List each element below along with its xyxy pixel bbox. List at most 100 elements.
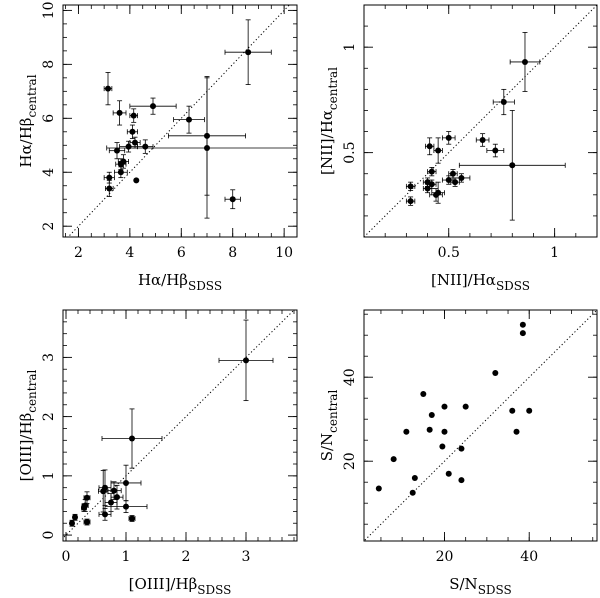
data-point (72, 513, 78, 521)
data-point (486, 143, 505, 158)
marker (513, 428, 520, 435)
marker (458, 174, 465, 181)
data-point (458, 445, 465, 452)
data-point (509, 32, 541, 92)
data-point (129, 108, 138, 123)
x-tick-label: 10 (275, 245, 293, 261)
y-tick-label: 0 (41, 531, 57, 540)
data-point (433, 137, 443, 164)
plot-frame (62, 4, 298, 238)
marker (411, 475, 418, 481)
marker (150, 103, 156, 110)
marker (407, 183, 414, 190)
data-point (126, 124, 138, 139)
marker (106, 185, 113, 192)
marker (123, 503, 129, 510)
data-point (519, 330, 526, 337)
marker (100, 488, 107, 495)
x-axis-label: S/NSDSS (449, 575, 512, 597)
data-point (411, 475, 418, 481)
y-tick-label: 4 (41, 168, 57, 177)
panel-nii-halpha: 0.5 1 0.5 1 [NII]/HαSDSS [NII]/Hαcentral (318, 4, 598, 293)
data-point (448, 169, 458, 179)
one-to-one-line (364, 310, 597, 541)
marker (439, 443, 446, 450)
one-to-one-line (364, 5, 597, 237)
marker (125, 143, 132, 150)
data-point (81, 503, 87, 512)
marker (407, 198, 414, 205)
y-tick-label: 8 (41, 60, 57, 69)
data-point (450, 177, 460, 187)
data-point (441, 131, 456, 145)
marker (509, 407, 516, 414)
x-axis-label: Hα/HβSDSS (138, 271, 222, 293)
x-axis-label: [OIII]/HβSDSS (129, 575, 232, 597)
marker (390, 456, 397, 463)
marker (114, 494, 120, 501)
marker (117, 169, 124, 176)
y-axis-label: [OIII]/Hβcentral (17, 369, 39, 481)
data-point (526, 407, 533, 414)
marker (492, 370, 499, 376)
marker (458, 477, 465, 484)
data-point (409, 489, 416, 496)
marker (479, 136, 486, 143)
marker (245, 49, 252, 56)
data-point (403, 428, 410, 435)
data-point (519, 321, 526, 328)
data-point (492, 370, 499, 376)
marker (123, 479, 129, 486)
data-point (128, 515, 136, 522)
data-point (445, 470, 452, 477)
data-point (129, 97, 177, 115)
data-point (112, 100, 127, 126)
data-point (106, 77, 297, 219)
marker (106, 174, 113, 181)
marker (133, 177, 140, 184)
x-tick-label: 40 (520, 549, 538, 565)
marker (519, 330, 526, 337)
marker (129, 435, 135, 442)
marker (420, 391, 427, 397)
plot-frame (363, 309, 598, 542)
marker (72, 514, 78, 521)
x-tick-label: 3 (242, 549, 251, 565)
marker (81, 504, 87, 511)
marker (130, 112, 137, 119)
data-point (458, 477, 465, 484)
data-point (509, 407, 516, 414)
x-tick-label: 20 (436, 549, 454, 565)
data-point (428, 412, 435, 418)
data-point (426, 426, 433, 433)
data-point (83, 518, 91, 526)
marker (243, 357, 249, 364)
marker (111, 487, 117, 494)
data-point (429, 188, 443, 202)
marker (435, 147, 442, 154)
data-point (452, 173, 471, 183)
y-tick-label: 20 (342, 452, 358, 470)
marker (69, 520, 75, 527)
marker (462, 403, 469, 410)
data-point (105, 179, 114, 197)
data-point (103, 171, 115, 184)
y-tick-label: 6 (41, 114, 57, 123)
data-point (492, 88, 515, 116)
data-point (224, 189, 241, 210)
x-tick-label: 1 (550, 245, 559, 261)
data-point (133, 177, 140, 184)
y-tick-label: 1 (41, 471, 57, 480)
marker (509, 162, 516, 169)
marker (500, 99, 507, 106)
data-point (441, 403, 448, 410)
marker (428, 181, 435, 188)
data-point (106, 481, 122, 500)
data-point (462, 403, 469, 410)
data-point (101, 408, 163, 469)
marker (129, 515, 135, 522)
data-point (104, 493, 118, 512)
marker (526, 407, 533, 414)
data-point (218, 319, 274, 402)
marker (449, 170, 456, 177)
